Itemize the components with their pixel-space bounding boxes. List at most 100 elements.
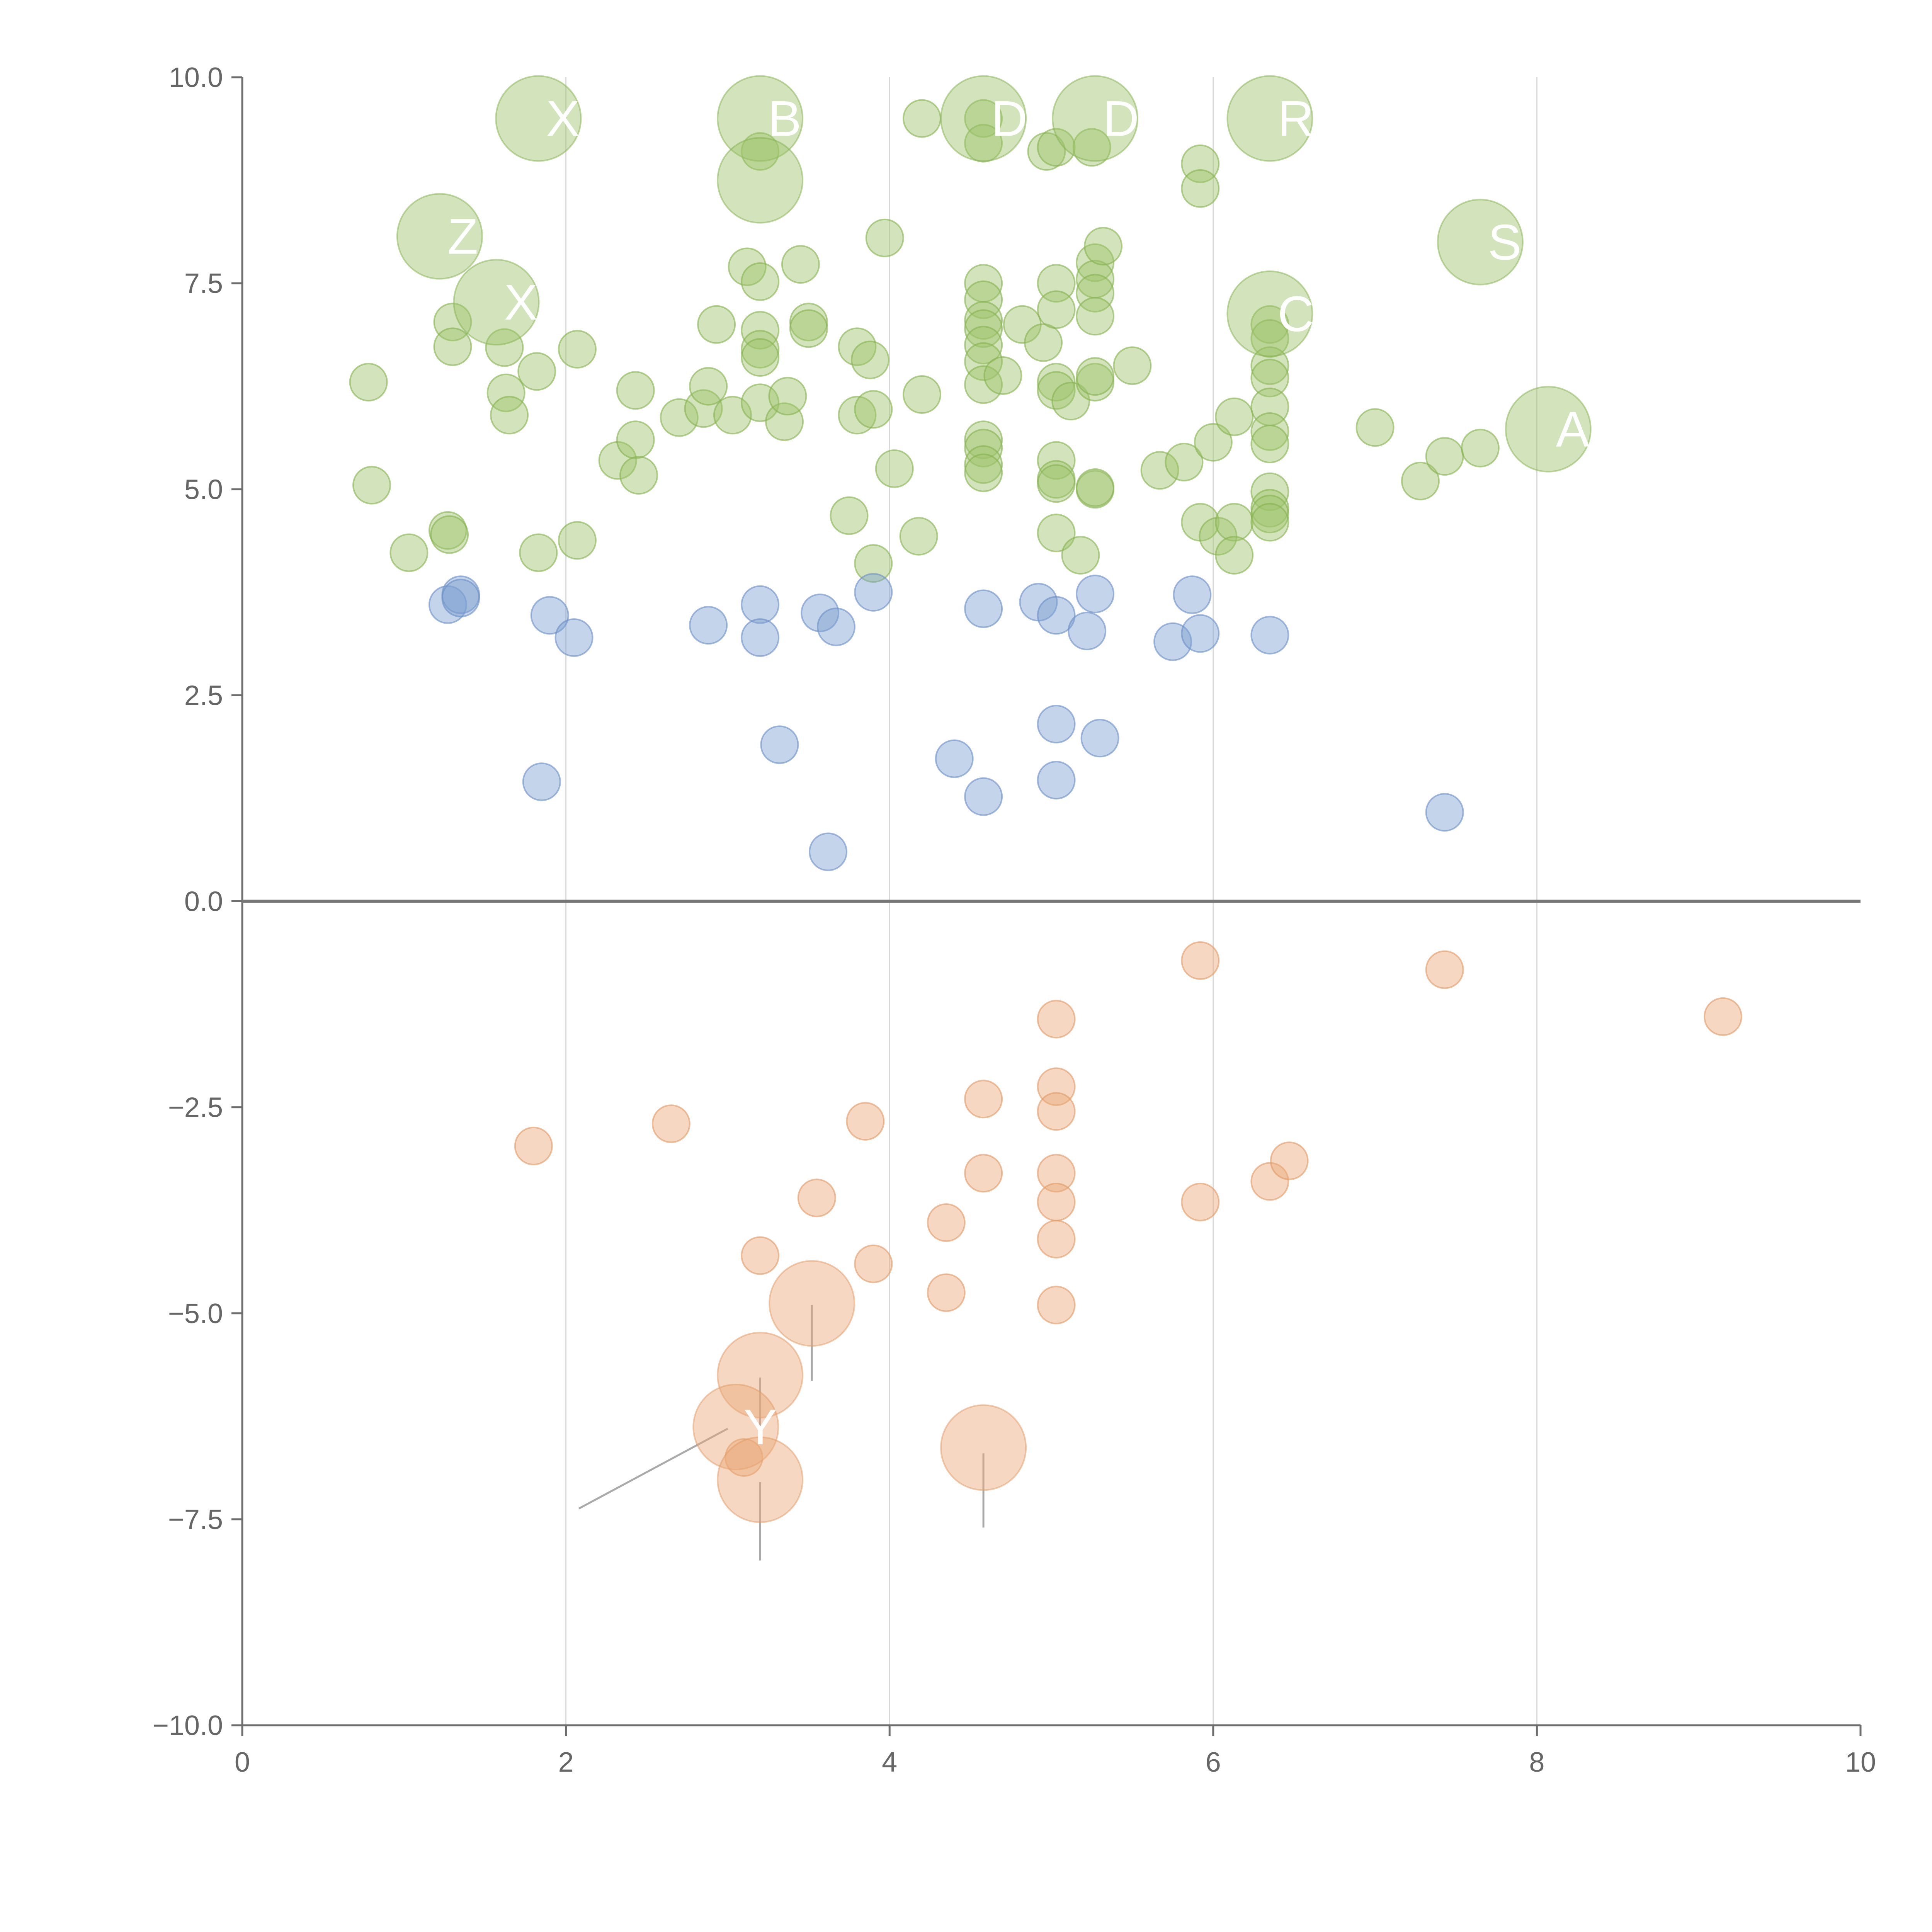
x-tick-label: 0 xyxy=(235,1747,250,1778)
point-label: S xyxy=(1488,214,1522,270)
orange-large-point xyxy=(692,1384,779,1471)
orange-point xyxy=(724,1438,764,1477)
orange-point xyxy=(1181,941,1220,980)
green-point xyxy=(490,396,529,435)
green-point xyxy=(352,466,391,505)
blue-point xyxy=(428,585,467,624)
point-label: B xyxy=(768,90,801,147)
green-point xyxy=(1076,297,1115,336)
point-label: Z xyxy=(447,208,478,265)
green-point xyxy=(1250,472,1289,511)
orange-point xyxy=(1181,1182,1220,1221)
green-point xyxy=(964,326,1003,365)
blue-point xyxy=(1068,612,1107,651)
y-tick-label: −2.5 xyxy=(168,1092,223,1123)
green-point xyxy=(854,390,893,429)
green-point xyxy=(1037,464,1076,503)
green-large-point xyxy=(453,259,540,346)
orange-point xyxy=(927,1273,966,1312)
green-point xyxy=(1037,514,1076,553)
orange-point xyxy=(514,1126,553,1165)
green-point xyxy=(558,330,597,369)
green-point xyxy=(1250,424,1289,463)
green-point xyxy=(1037,128,1076,167)
green-point xyxy=(433,327,472,366)
point-label: RD xyxy=(1277,90,1350,147)
blue-point xyxy=(964,589,1003,628)
orange-point xyxy=(1250,1162,1289,1201)
green-point xyxy=(854,544,893,583)
green-point xyxy=(428,511,467,550)
green-point xyxy=(519,533,558,572)
green-point xyxy=(1113,346,1152,385)
orange-large-point xyxy=(769,1260,855,1347)
orange-point xyxy=(1037,1000,1076,1039)
orange-point xyxy=(1037,1154,1076,1193)
blue-point xyxy=(1080,719,1119,758)
x-tick-label: 4 xyxy=(882,1747,897,1778)
orange-point xyxy=(964,1154,1003,1193)
blue-point xyxy=(964,777,1003,816)
y-tick-label: −10.0 xyxy=(153,1710,223,1741)
green-point xyxy=(616,420,655,459)
blue-point xyxy=(816,607,855,646)
x-tick-label: 10 xyxy=(1845,1747,1876,1778)
green-point xyxy=(1215,397,1254,436)
green-point xyxy=(1076,274,1115,313)
blue-point xyxy=(741,585,780,624)
point-label: XVE xyxy=(546,90,646,147)
green-point xyxy=(830,496,869,535)
green-point xyxy=(1084,227,1123,266)
orange-point xyxy=(797,1179,836,1218)
orange-large-point xyxy=(940,1404,1027,1491)
y-tick-label: 5.0 xyxy=(184,474,223,505)
green-point xyxy=(689,367,728,406)
x-tick-label: 8 xyxy=(1529,1747,1544,1778)
data-points xyxy=(349,75,1743,1523)
green-point xyxy=(1076,468,1115,507)
blue-point xyxy=(1037,596,1076,635)
point-label: C xyxy=(1277,286,1314,342)
orange-large-point xyxy=(717,1332,804,1418)
green-point xyxy=(1165,442,1204,481)
green-point xyxy=(619,456,658,495)
orange-point xyxy=(927,1203,966,1242)
blue-point xyxy=(530,596,569,635)
green-point xyxy=(485,328,524,367)
orange-point xyxy=(1037,1219,1076,1259)
green-point xyxy=(964,309,1003,348)
orange-point xyxy=(1037,1182,1076,1221)
blue-point xyxy=(1173,575,1212,614)
green-point xyxy=(1250,359,1289,398)
orange-point xyxy=(964,1080,1003,1119)
green-point xyxy=(349,363,388,402)
orange-large-point xyxy=(717,1436,804,1523)
green-point xyxy=(1461,429,1500,468)
green-point xyxy=(1250,412,1289,451)
green-large-point xyxy=(1437,199,1524,286)
point-labels: XVE B D D RD ZX C S A Y xyxy=(447,90,1590,1455)
green-point xyxy=(964,445,1003,484)
green-point xyxy=(1250,305,1289,344)
green-point xyxy=(660,398,699,437)
blue-point xyxy=(1076,575,1115,614)
blue-point xyxy=(689,606,728,645)
green-point xyxy=(1250,346,1289,385)
green-point xyxy=(1215,536,1254,575)
green-point xyxy=(389,533,429,572)
green-point xyxy=(1181,169,1220,208)
x-tick-label: 2 xyxy=(558,1747,574,1778)
blue-point xyxy=(760,725,799,764)
orange-point xyxy=(1037,1092,1076,1131)
annotation-leader-line xyxy=(578,1428,728,1510)
point-label: D xyxy=(1103,90,1139,147)
green-point xyxy=(1250,495,1289,534)
orange-point xyxy=(651,1104,690,1143)
green-large-point xyxy=(1052,75,1139,162)
green-point xyxy=(765,402,804,441)
green-point xyxy=(1140,451,1179,490)
green-point xyxy=(964,342,1003,381)
green-point xyxy=(1027,132,1066,171)
y-tick-label: 10.0 xyxy=(169,62,223,93)
green-point xyxy=(1076,363,1115,402)
